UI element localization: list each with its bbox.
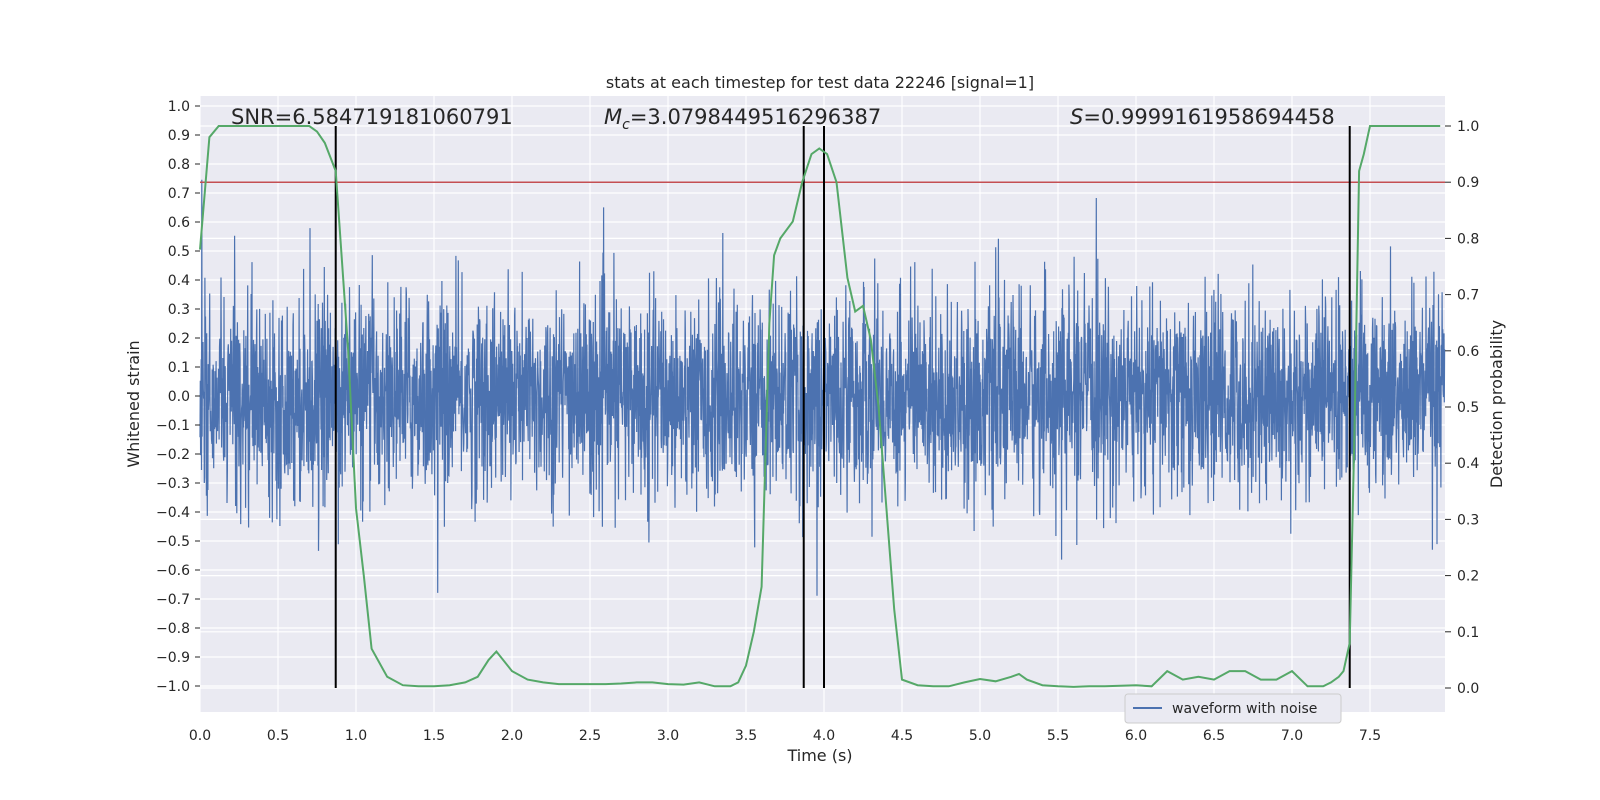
- x-tick-label: 2.5: [579, 728, 601, 744]
- x-tick-label: 1.0: [345, 728, 367, 744]
- y-tick-label: 0.7: [168, 186, 190, 202]
- x-axis-label: Time (s): [786, 746, 852, 765]
- chirp-mass-subscript: c: [622, 117, 630, 133]
- x-tick-label: 3.5: [735, 728, 757, 744]
- y-axis-ticks: 1.0 0.9 0.8 0.7 0.6 0.5 0.4 0.3 0.2 0.1 0.0 −0.1 −0.…: [156, 99, 200, 695]
- y-tick-label: 1.0: [168, 99, 190, 115]
- detection-statistic-annotation: S=0.9999161958694458: [1070, 105, 1335, 129]
- y-tick-label: −1.0: [156, 679, 190, 695]
- x-tick-label: 0.5: [267, 728, 289, 744]
- y-tick-label: −0.8: [156, 621, 190, 637]
- right-y-tick-label: 0.4: [1457, 456, 1479, 472]
- chirp-mass-annotation: Mc=3.0798449516296387: [604, 105, 881, 133]
- right-y-tick-label: 0.7: [1457, 288, 1479, 304]
- right-y-axis-label: Detection probability: [1487, 320, 1506, 488]
- vertical-markers: [334, 126, 1351, 688]
- right-y-axis-ticks: 1.0 0.9 0.8 0.7 0.6 0.5 0.4 0.3 0.2 0.1 0.0: [1445, 119, 1479, 697]
- right-y-tick-label: 0.8: [1457, 231, 1479, 247]
- waveform-with-noise-series: [199, 179, 1446, 596]
- chirp-mass-value: =3.0798449516296387: [630, 105, 881, 129]
- x-tick-label: 1.5: [423, 728, 445, 744]
- chart-title: stats at each timestep for test data 222…: [606, 73, 1034, 92]
- legend-entry: waveform with noise: [1172, 701, 1317, 717]
- snr-annotation: SNR=6.584719181060791: [231, 105, 513, 129]
- legend-box: [1124, 693, 1342, 724]
- x-tick-label: 3.0: [657, 728, 679, 744]
- y-tick-label: 0.6: [168, 215, 190, 231]
- x-tick-label: 4.5: [891, 728, 913, 744]
- y-tick-label: −0.7: [156, 592, 190, 608]
- detection-statistic-symbol: S: [1070, 105, 1083, 129]
- right-y-tick-label: 0.2: [1457, 569, 1479, 585]
- y-tick-label: −0.9: [156, 650, 190, 666]
- x-tick-label: 5.0: [969, 728, 991, 744]
- detection-probability-line: [199, 125, 1441, 688]
- y-tick-label: 0.9: [168, 128, 190, 144]
- y-tick-label: 0.8: [168, 157, 190, 173]
- x-tick-label: 7.5: [1359, 728, 1381, 744]
- x-tick-label: 6.0: [1125, 728, 1147, 744]
- y-tick-label: −0.4: [156, 505, 190, 521]
- x-tick-label: 5.5: [1047, 728, 1069, 744]
- y-tick-label: −0.5: [156, 534, 190, 550]
- y-tick-label: −0.1: [156, 418, 190, 434]
- x-tick-label: 6.5: [1203, 728, 1225, 744]
- x-tick-label: 0.0: [189, 728, 211, 744]
- y-tick-label: 0.5: [168, 244, 190, 260]
- y-tick-label: 0.2: [168, 331, 190, 347]
- legend: waveform with noise: [1124, 693, 1342, 724]
- y-axis-label: Whitened strain: [124, 340, 143, 467]
- x-tick-label: 2.0: [501, 728, 523, 744]
- right-y-tick-label: 0.9: [1457, 175, 1479, 191]
- right-y-tick-label: 0.1: [1457, 625, 1479, 641]
- y-tick-label: −0.6: [156, 563, 190, 579]
- right-y-tick-label: 0.0: [1457, 681, 1479, 697]
- chirp-mass-symbol: M: [604, 105, 622, 129]
- right-y-tick-label: 0.6: [1457, 344, 1479, 360]
- y-tick-label: 0.1: [168, 360, 190, 376]
- y-tick-label: 0.4: [168, 273, 190, 289]
- right-y-tick-label: 0.3: [1457, 512, 1479, 528]
- y-tick-label: 0.0: [168, 389, 190, 405]
- y-tick-label: −0.2: [156, 447, 190, 463]
- x-axis-ticks: 0.0 0.5 1.0 1.5 2.0 2.5 3.0 3.5 4.0 4.5 5.0 5.5 6.0 6…: [189, 728, 1381, 744]
- y-tick-label: −0.3: [156, 476, 190, 492]
- right-y-tick-label: 0.5: [1457, 400, 1479, 416]
- waveform-with-noise-line: [199, 179, 1446, 596]
- x-tick-label: 4.0: [813, 728, 835, 744]
- detection-statistic-value: =0.9999161958694458: [1083, 105, 1334, 129]
- y-tick-label: 0.3: [168, 302, 190, 318]
- x-tick-label: 7.0: [1281, 728, 1303, 744]
- right-y-tick-label: 1.0: [1457, 119, 1479, 135]
